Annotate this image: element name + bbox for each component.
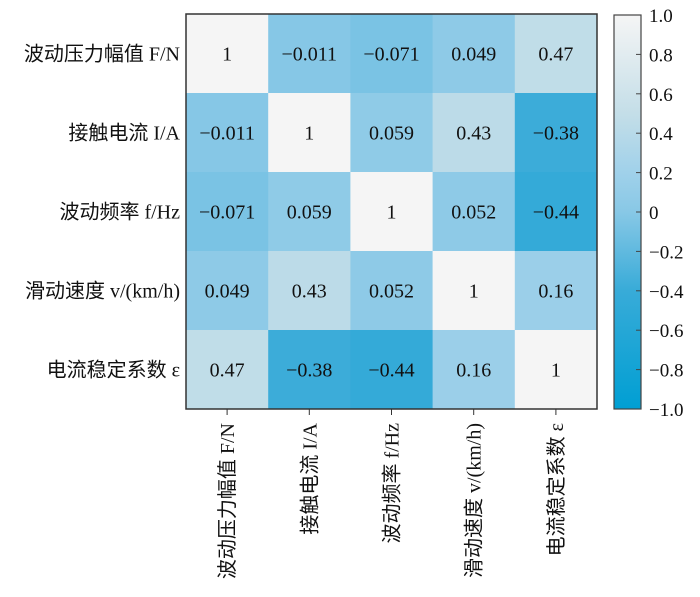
heatmap-cell: [350, 330, 434, 410]
colorbar-tick-label: 0.8: [649, 45, 673, 66]
heatmap-cell: [186, 172, 269, 252]
heatmap-cell: [268, 93, 351, 173]
heatmap-cell: [514, 172, 598, 252]
cell-value-label: 1: [387, 202, 397, 224]
column-label: 波动频率 f/Hz: [381, 423, 404, 544]
colorbar-tick-label: −0.4: [649, 282, 684, 303]
cell-value-label: 0.049: [205, 281, 250, 303]
cell-value-label: −0.071: [199, 202, 255, 224]
row-label: 波动压力幅值 F/N: [24, 43, 180, 66]
cell-value-label: 0.16: [538, 281, 573, 303]
cell-value-label: −0.44: [368, 360, 414, 382]
heatmap-cell: [432, 93, 516, 173]
heatmap-cell: [432, 251, 516, 331]
cell-value-label: 0.16: [456, 360, 491, 382]
heatmap-cell: [268, 251, 351, 331]
heatmap-cell: [186, 93, 269, 173]
heatmap-cell: [350, 14, 434, 94]
cell-value-label: 0.049: [451, 44, 496, 66]
column-label: 电流稳定系数 ε: [545, 423, 568, 556]
cell-value-label: 0.47: [538, 44, 573, 66]
heatmap-cell: [350, 172, 434, 252]
row-label: 波动频率 f/Hz: [59, 201, 180, 224]
cell-value-label: −0.011: [199, 123, 255, 145]
column-label: 滑动速度 v/(km/h): [463, 423, 486, 578]
heatmap-cell: [432, 330, 516, 410]
heatmap-cell: [514, 251, 598, 331]
colorbar-tick-label: 0.6: [649, 85, 673, 106]
heatmap-cell: [432, 14, 516, 94]
heatmap-cell: [350, 93, 434, 173]
colorbar-tick-label: −0.6: [649, 321, 683, 342]
cell-value-label: 0.43: [292, 281, 327, 303]
heatmap-cell: [350, 251, 434, 331]
colorbar-tick-label: 0: [649, 203, 659, 224]
cell-value-label: −0.011: [282, 44, 338, 66]
cell-value-label: 1: [551, 360, 561, 382]
colorbar-tick-label: −0.8: [649, 361, 683, 382]
colorbar-tick-label: 1.0: [649, 6, 673, 27]
column-label: 接触电流 I/A: [298, 422, 321, 534]
cell-value-label: 0.059: [287, 202, 332, 224]
cell-value-label: 1: [222, 44, 232, 66]
cell-value-label: 1: [469, 281, 479, 303]
column-label: 波动压力幅值 F/N: [216, 423, 239, 579]
heatmap-cell: [514, 14, 598, 94]
heatmap-cell: [268, 330, 351, 410]
cell-value-label: 1: [304, 123, 314, 145]
cell-value-label: 0.052: [451, 202, 496, 224]
heatmap-cell: [186, 251, 269, 331]
cell-value-label: −0.38: [533, 123, 579, 145]
colorbar-tick-label: 0.2: [649, 164, 673, 185]
colorbar-tick-label: −1.0: [649, 400, 683, 421]
row-label: 电流稳定系数 ε: [47, 359, 180, 382]
heatmap-cell: [514, 330, 598, 410]
row-label: 滑动速度 v/(km/h): [25, 280, 180, 303]
cell-value-label: 0.052: [369, 281, 414, 303]
colorbar-tick-label: 0.4: [649, 124, 673, 145]
cell-value-label: 0.43: [456, 123, 491, 145]
heatmap-cell: [268, 172, 351, 252]
cell-value-label: −0.44: [533, 202, 579, 224]
heatmap-cell: [186, 330, 269, 410]
cell-value-label: −0.071: [363, 44, 419, 66]
row-label: 接触电流 I/A: [68, 122, 180, 145]
heatmap-cell: [268, 14, 351, 94]
heatmap-cell: [186, 14, 269, 94]
heatmap-cell: [514, 93, 598, 173]
cell-value-label: 0.47: [210, 360, 245, 382]
colorbar-tick-label: −0.2: [649, 242, 683, 263]
cell-value-label: −0.38: [286, 360, 332, 382]
cell-value-label: 0.059: [369, 123, 414, 145]
heatmap-cell: [432, 172, 516, 252]
